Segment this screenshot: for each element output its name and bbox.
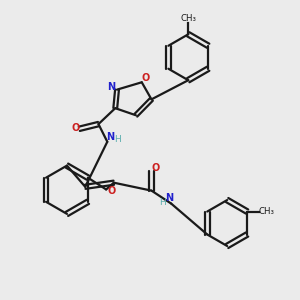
Text: H: H [115,136,121,145]
Text: H: H [159,198,166,207]
Text: CH₃: CH₃ [258,207,274,216]
Text: O: O [108,186,116,196]
Text: N: N [165,193,173,203]
Text: N: N [106,132,114,142]
Text: O: O [141,73,149,83]
Text: O: O [152,163,160,173]
Text: CH₃: CH₃ [180,14,196,22]
Text: N: N [107,82,116,92]
Text: O: O [71,123,79,133]
